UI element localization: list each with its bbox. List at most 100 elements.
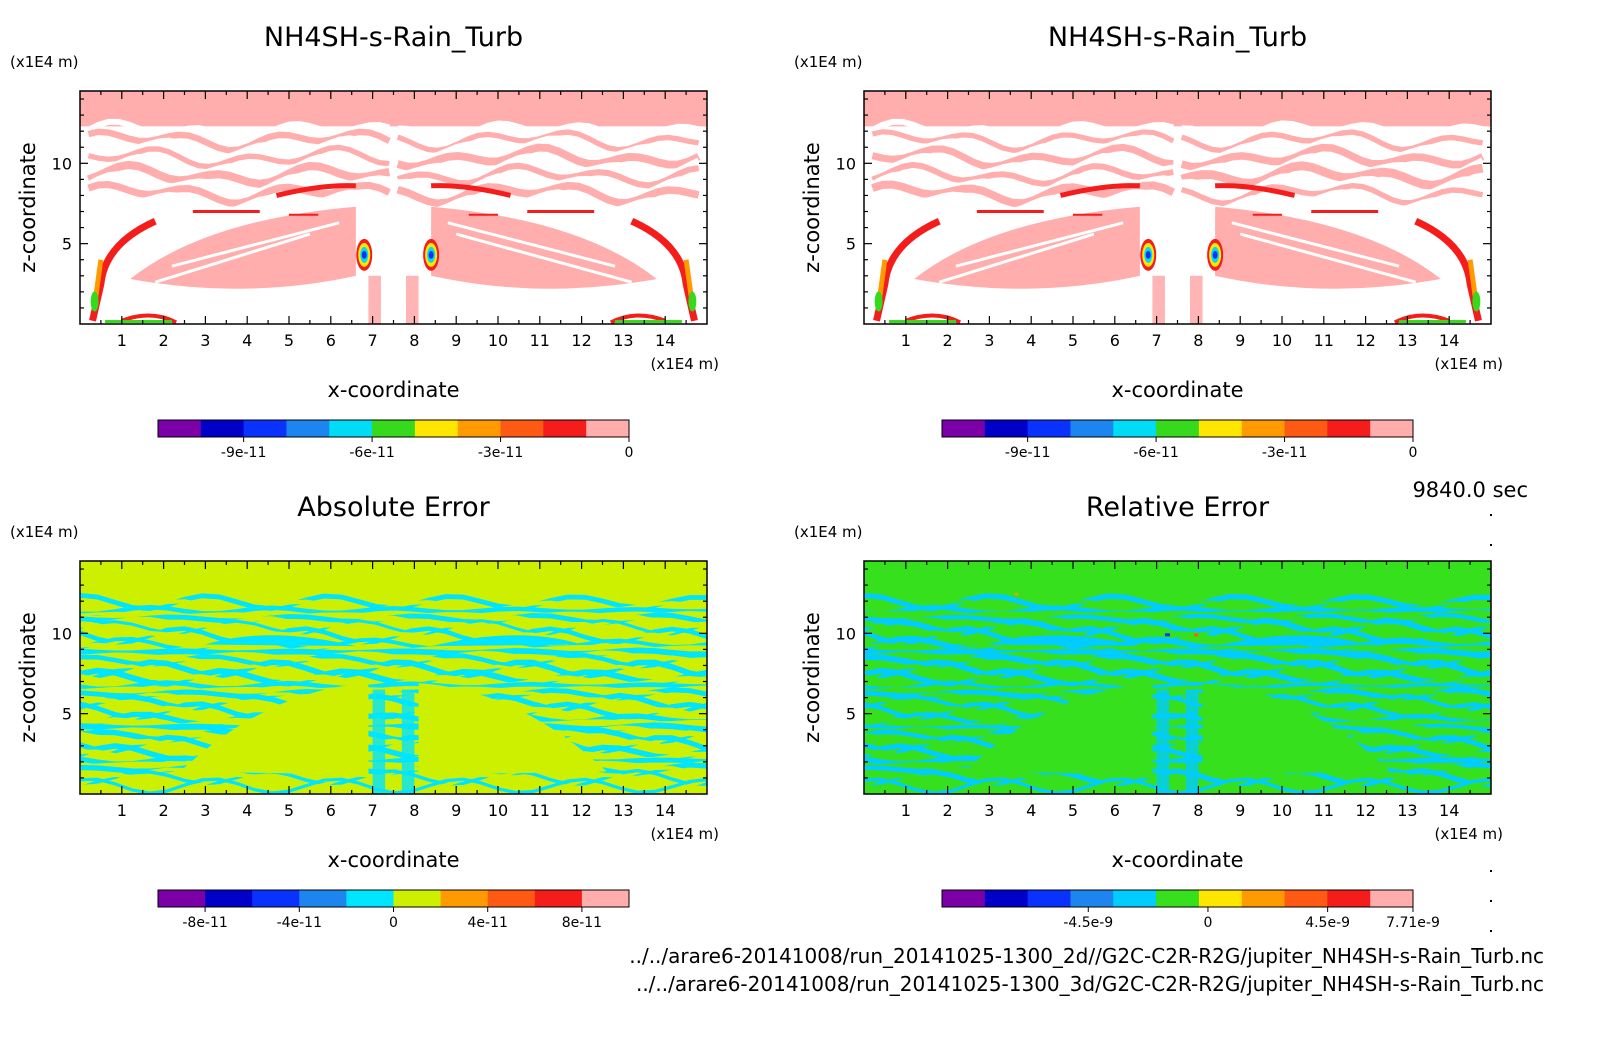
field-streak bbox=[154, 232, 311, 284]
x-axis-label: x-coordinate bbox=[327, 848, 459, 872]
field-band bbox=[864, 667, 1491, 687]
field-band bbox=[864, 680, 1491, 691]
colorbar-swatch bbox=[393, 890, 442, 907]
field-band bbox=[1180, 136, 1484, 163]
colorbar-swatch bbox=[1284, 890, 1328, 907]
colorbar-swatch bbox=[200, 420, 245, 437]
colorbar-tick-label: 4.5e-9 bbox=[1305, 915, 1350, 931]
x-tick-label: 1 bbox=[117, 801, 127, 820]
field-arc bbox=[431, 183, 512, 198]
field-core bbox=[90, 291, 99, 312]
field-lobe bbox=[205, 635, 356, 647]
x-tick-label: 7 bbox=[1152, 331, 1162, 350]
field-core bbox=[1472, 291, 1481, 312]
colorbar-swatch bbox=[1198, 420, 1243, 437]
y-tick-label: 5 bbox=[846, 235, 856, 254]
field-band bbox=[864, 588, 1491, 607]
heatmap-field bbox=[80, 91, 707, 324]
field-band bbox=[871, 143, 1174, 171]
field-band bbox=[1181, 120, 1484, 145]
colorbar-swatch bbox=[1241, 420, 1286, 437]
chart-title: NH4SH-s-Rain_Turb bbox=[264, 22, 523, 53]
field-band bbox=[80, 614, 707, 632]
field-band bbox=[1180, 143, 1485, 171]
x-tick-label: 14 bbox=[655, 801, 675, 820]
field-band bbox=[396, 162, 700, 189]
x-tick-label: 3 bbox=[200, 801, 210, 820]
field-band bbox=[864, 690, 1491, 707]
x-tick-label: 5 bbox=[1068, 331, 1078, 350]
y-unit-label: (x1E4 m) bbox=[10, 523, 79, 541]
x-tick-label: 10 bbox=[1272, 801, 1292, 820]
chart-title: Absolute Error bbox=[297, 492, 490, 523]
colorbar-swatch bbox=[1027, 890, 1071, 907]
x-tick-label: 11 bbox=[530, 331, 550, 350]
chart-panel: Absolute Error (x1E4 m) z-coordinate x-coor… bbox=[10, 492, 719, 931]
x-tick-label: 1 bbox=[901, 331, 911, 350]
field-band bbox=[87, 135, 391, 163]
field-band bbox=[87, 118, 390, 144]
colorbar-swatch bbox=[543, 420, 587, 437]
x-tick-label: 13 bbox=[1397, 331, 1417, 350]
colorbar: -9e-11 -6e-11 -3e-11 0 bbox=[941, 419, 1418, 461]
colorbar-tick-label: -3e-11 bbox=[1262, 445, 1307, 461]
x-tick-label: 12 bbox=[1355, 331, 1375, 350]
field-core bbox=[1014, 593, 1019, 596]
colorbar-tick-label: -6e-11 bbox=[349, 445, 394, 461]
x-tick-label: 4 bbox=[242, 331, 252, 350]
colorbar-swatch bbox=[1198, 890, 1243, 907]
heatmap-field bbox=[80, 561, 707, 794]
file-path-3d: ../../arare6-20141008/run_20141025-1300_… bbox=[635, 972, 1544, 996]
colorbar-swatch bbox=[500, 420, 544, 437]
x-tick-label: 6 bbox=[1110, 801, 1120, 820]
x-tick-label: 4 bbox=[1026, 801, 1036, 820]
field-core bbox=[1145, 250, 1151, 259]
field-streak bbox=[171, 221, 340, 268]
field-column bbox=[1156, 689, 1170, 794]
field-lobe bbox=[180, 683, 369, 775]
field-band bbox=[1180, 189, 1483, 216]
field-arc bbox=[1059, 183, 1140, 198]
field-band bbox=[871, 118, 1174, 144]
colorbar-tick-label: -6e-11 bbox=[1133, 445, 1178, 461]
field-band bbox=[871, 129, 1175, 153]
timestamp: 9840.0 sec bbox=[1412, 478, 1528, 502]
dot-marker bbox=[1490, 900, 1492, 902]
y-tick-label: 10 bbox=[836, 154, 856, 173]
colorbar-swatch bbox=[1327, 890, 1371, 907]
file-path-2d: ../../arare6-20141008/run_20141025-1300_… bbox=[629, 944, 1544, 968]
x-axis-label: x-coordinate bbox=[1111, 848, 1243, 872]
field-core bbox=[889, 319, 956, 323]
x-unit-label: (x1E4 m) bbox=[650, 355, 719, 373]
x-tick-label: 1 bbox=[117, 331, 127, 350]
x-tick-label: 12 bbox=[571, 801, 591, 820]
field-band bbox=[80, 711, 707, 728]
y-unit-label: (x1E4 m) bbox=[794, 53, 863, 71]
x-tick-label: 7 bbox=[1152, 801, 1162, 820]
field-plume bbox=[873, 217, 941, 322]
colorbar-swatch bbox=[984, 890, 1029, 907]
field-cell bbox=[864, 91, 1491, 127]
x-unit-label: (x1E4 m) bbox=[650, 825, 719, 843]
field-band bbox=[80, 680, 707, 692]
x-tick-label: 11 bbox=[1314, 331, 1334, 350]
y-unit-label: (x1E4 m) bbox=[10, 53, 79, 71]
y-axis-label: z-coordinate bbox=[800, 142, 824, 273]
x-axis-label: x-coordinate bbox=[1111, 378, 1243, 402]
field-column bbox=[401, 689, 415, 794]
field-band bbox=[86, 160, 391, 188]
x-tick-label: 13 bbox=[1397, 801, 1417, 820]
field-column bbox=[368, 275, 381, 324]
colorbar-swatch bbox=[942, 420, 986, 437]
x-tick-label: 5 bbox=[284, 331, 294, 350]
colorbar-tick-label: 8e-11 bbox=[562, 915, 602, 931]
colorbar-swatch bbox=[252, 890, 300, 907]
field-core bbox=[1194, 633, 1199, 637]
field-band bbox=[80, 618, 707, 636]
colorbar-tick-label: 0 bbox=[1409, 445, 1418, 461]
x-tick-label: 7 bbox=[368, 801, 378, 820]
field-lobe bbox=[1202, 683, 1391, 775]
dot-marker bbox=[1490, 870, 1492, 872]
colorbar-swatch bbox=[457, 420, 502, 437]
field-streak bbox=[455, 232, 633, 284]
